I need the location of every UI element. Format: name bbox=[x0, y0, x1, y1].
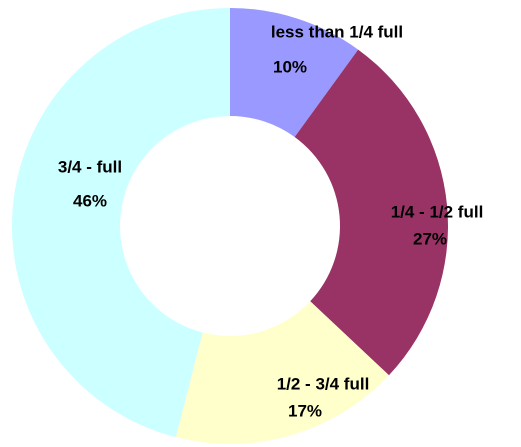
slice-label: 1/2 - 3/4 full bbox=[277, 374, 370, 393]
slice-label: 1/4 - 1/2 full bbox=[391, 202, 484, 221]
donut-slice bbox=[12, 7, 231, 438]
value-label: 27% bbox=[413, 229, 447, 248]
slice-label: 3/4 - full bbox=[58, 157, 122, 176]
slice-label: less than 1/4 full bbox=[271, 22, 403, 41]
value-label: 46% bbox=[73, 191, 107, 210]
donut-slice bbox=[175, 301, 389, 444]
value-label: 17% bbox=[288, 401, 322, 420]
donut-slice bbox=[230, 8, 359, 138]
value-label: 10% bbox=[273, 57, 307, 76]
donut-slice bbox=[294, 49, 448, 376]
